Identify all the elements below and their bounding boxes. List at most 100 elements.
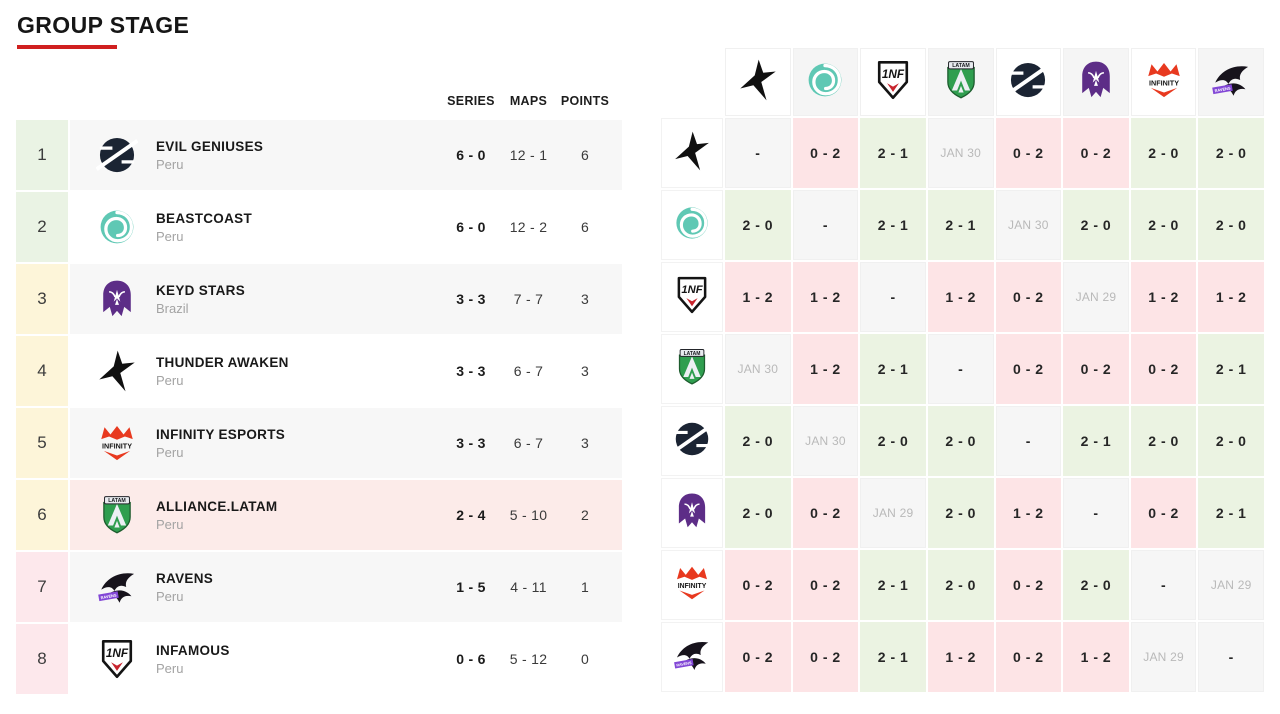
matrix-result-cell[interactable]: 1 - 2 — [792, 334, 859, 404]
matrix-result-cell[interactable]: 1 - 2 — [1063, 622, 1129, 692]
matrix-result-cell[interactable]: 2 - 0 — [1198, 118, 1264, 188]
matrix-result-cell[interactable]: 1 - 2 — [995, 478, 1062, 548]
matrix-scheduled-cell[interactable]: JAN 30 — [995, 190, 1062, 260]
matrix-result-cell[interactable]: 2 - 1 — [1198, 478, 1264, 548]
matrix-result-cell[interactable]: 2 - 1 — [860, 118, 926, 188]
standings-table: SERIES MAPS POINTS 1 EVIL GENIUSES Peru … — [16, 88, 622, 696]
thunder-awaken-row-header[interactable] — [661, 118, 723, 188]
matrix-result-cell[interactable]: 0 - 2 — [792, 622, 859, 692]
matrix-result-cell[interactable]: 2 - 0 — [1198, 406, 1264, 476]
infamous-row-header[interactable]: 1NF — [661, 262, 723, 332]
infinity-column-header[interactable]: INFINITY — [1130, 48, 1197, 116]
matrix-scheduled-cell[interactable]: JAN 30 — [725, 334, 791, 404]
matrix-result-cell[interactable]: 2 - 0 — [725, 190, 791, 260]
matrix-result-cell[interactable]: 0 - 2 — [995, 334, 1062, 404]
matrix-result-cell[interactable]: 2 - 0 — [725, 406, 791, 476]
team-text: INFINITY ESPORTS Peru — [156, 427, 441, 460]
beastcoast-column-header[interactable] — [792, 48, 859, 116]
matrix-result-cell[interactable]: 2 - 0 — [927, 550, 994, 620]
matrix-result-cell[interactable]: 0 - 2 — [995, 550, 1062, 620]
standings-header: SERIES MAPS POINTS — [16, 88, 622, 114]
matrix-result-cell[interactable]: 0 - 2 — [1130, 478, 1197, 548]
matrix-result-cell[interactable]: 1 - 2 — [725, 262, 791, 332]
team-row[interactable]: KEYD STARS Brazil 3 - 3 7 - 7 3 — [70, 264, 622, 334]
keyd-stars-logo-icon — [672, 491, 712, 536]
matrix-result-cell[interactable]: 2 - 0 — [725, 478, 791, 548]
beastcoast-row-header[interactable] — [661, 190, 723, 260]
matrix-result-cell[interactable]: 2 - 1 — [1063, 406, 1129, 476]
matrix-result-cell[interactable]: 0 - 2 — [995, 622, 1062, 692]
matrix-scheduled-cell[interactable]: JAN 29 — [1063, 262, 1129, 332]
matrix-result-cell[interactable]: 0 - 2 — [995, 262, 1062, 332]
matrix-result-cell[interactable]: 1 - 2 — [927, 262, 994, 332]
matrix-result-cell[interactable]: 2 - 0 — [927, 406, 994, 476]
matrix-result-cell[interactable]: 0 - 2 — [725, 550, 791, 620]
svg-text:LATAM: LATAM — [952, 63, 970, 69]
matrix-result-cell[interactable]: 0 - 2 — [1063, 334, 1129, 404]
team-row[interactable]: 1NF INFAMOUS Peru 0 - 6 5 - 12 0 — [70, 624, 622, 694]
matrix-result-cell[interactable]: 1 - 2 — [1198, 262, 1264, 332]
matrix-result-cell[interactable]: 2 - 1 — [1198, 334, 1264, 404]
team-row[interactable]: BEASTCOAST Peru 6 - 0 12 - 2 6 — [70, 192, 622, 262]
maps-value: 4 - 11 — [510, 579, 547, 595]
ravens-column-header[interactable]: RAVENS — [1198, 48, 1264, 116]
matrix-result-cell[interactable]: 1 - 2 — [792, 262, 859, 332]
series-value: 3 - 3 — [456, 363, 486, 379]
matrix-scheduled-cell[interactable]: JAN 29 — [860, 478, 926, 548]
matrix-result-cell[interactable]: 0 - 2 — [725, 622, 791, 692]
team-text: RAVENS Peru — [156, 571, 441, 604]
matrix-result-cell[interactable]: 2 - 1 — [860, 622, 926, 692]
column-header-series: SERIES — [447, 94, 495, 108]
team-row[interactable]: EVIL GENIUSES Peru 6 - 0 12 - 1 6 — [70, 120, 622, 190]
team-name: ALLIANCE.LATAM — [156, 498, 278, 514]
rank-badge: 7 — [16, 552, 68, 622]
thunder-awaken-column-header[interactable] — [725, 48, 791, 116]
matrix-result-cell[interactable]: 1 - 2 — [927, 622, 994, 692]
team-row[interactable]: RAVENS RAVENS Peru 1 - 5 4 - 11 1 — [70, 552, 622, 622]
alliance-column-header[interactable]: LATAM — [927, 48, 994, 116]
matrix-result-cell[interactable]: 0 - 2 — [995, 118, 1062, 188]
ravens-row-header[interactable]: RAVENS — [661, 622, 723, 692]
matrix-result-cell[interactable]: 1 - 2 — [1130, 262, 1197, 332]
infinity-row-header[interactable]: INFINITY — [661, 550, 723, 620]
matrix-result-cell[interactable]: 0 - 2 — [792, 118, 859, 188]
infinity-logo-icon: INFINITY — [672, 563, 712, 608]
matrix-result-cell[interactable]: 2 - 0 — [927, 478, 994, 548]
matrix-result-cell[interactable]: 2 - 0 — [1198, 190, 1264, 260]
keyd-stars-column-header[interactable] — [1063, 48, 1129, 116]
matrix-result-cell[interactable]: 2 - 0 — [1130, 190, 1197, 260]
keyd-stars-row-header[interactable] — [661, 478, 723, 548]
matrix-result-cell[interactable]: 2 - 1 — [860, 550, 926, 620]
matrix-scheduled-cell[interactable]: JAN 30 — [792, 406, 859, 476]
team-text: BEASTCOAST Peru — [156, 211, 441, 244]
matrix-result-cell[interactable]: 0 - 2 — [792, 478, 859, 548]
table-row: 6 LATAM ALLIANCE.LATAM Peru 2 - 4 5 - 10… — [16, 480, 622, 550]
evil-geniuses-row-header[interactable] — [661, 406, 723, 476]
infamous-column-header[interactable]: 1NF — [860, 48, 926, 116]
matrix-result-cell[interactable]: 0 - 2 — [1063, 118, 1129, 188]
team-name: BEASTCOAST — [156, 210, 253, 226]
alliance-row-header[interactable]: LATAM — [661, 334, 723, 404]
matrix-result-cell[interactable]: 2 - 0 — [1063, 190, 1129, 260]
team-row[interactable]: LATAM ALLIANCE.LATAM Peru 2 - 4 5 - 10 2 — [70, 480, 622, 550]
evil-geniuses-column-header[interactable] — [995, 48, 1062, 116]
maps-value: 6 - 7 — [513, 363, 544, 379]
team-row[interactable]: INFINITY INFINITY ESPORTS Peru 3 - 3 6 -… — [70, 408, 622, 478]
matrix-result-cell[interactable]: 0 - 2 — [792, 550, 859, 620]
matrix-result-cell[interactable]: 2 - 0 — [1130, 118, 1197, 188]
matrix-result-cell[interactable]: 0 - 2 — [1130, 334, 1197, 404]
matrix-result-cell[interactable]: 2 - 0 — [1063, 550, 1129, 620]
matrix-result-cell[interactable]: 2 - 0 — [1130, 406, 1197, 476]
matrix-scheduled-cell[interactable]: JAN 29 — [1198, 550, 1264, 620]
matrix-diagonal-cell: - — [927, 334, 994, 404]
matrix-result-cell[interactable]: 2 - 1 — [860, 190, 926, 260]
matrix-result-cell[interactable]: 2 - 1 — [927, 190, 994, 260]
matrix-scheduled-cell[interactable]: JAN 30 — [927, 118, 994, 188]
series-value: 1 - 5 — [456, 579, 486, 595]
matrix-result-cell[interactable]: 2 - 0 — [860, 406, 926, 476]
points-value: 0 — [580, 651, 590, 667]
matrix-result-cell[interactable]: 2 - 1 — [860, 334, 926, 404]
team-row[interactable]: THUNDER AWAKEN Peru 3 - 3 6 - 7 3 — [70, 336, 622, 406]
matrix-scheduled-cell[interactable]: JAN 29 — [1130, 622, 1197, 692]
